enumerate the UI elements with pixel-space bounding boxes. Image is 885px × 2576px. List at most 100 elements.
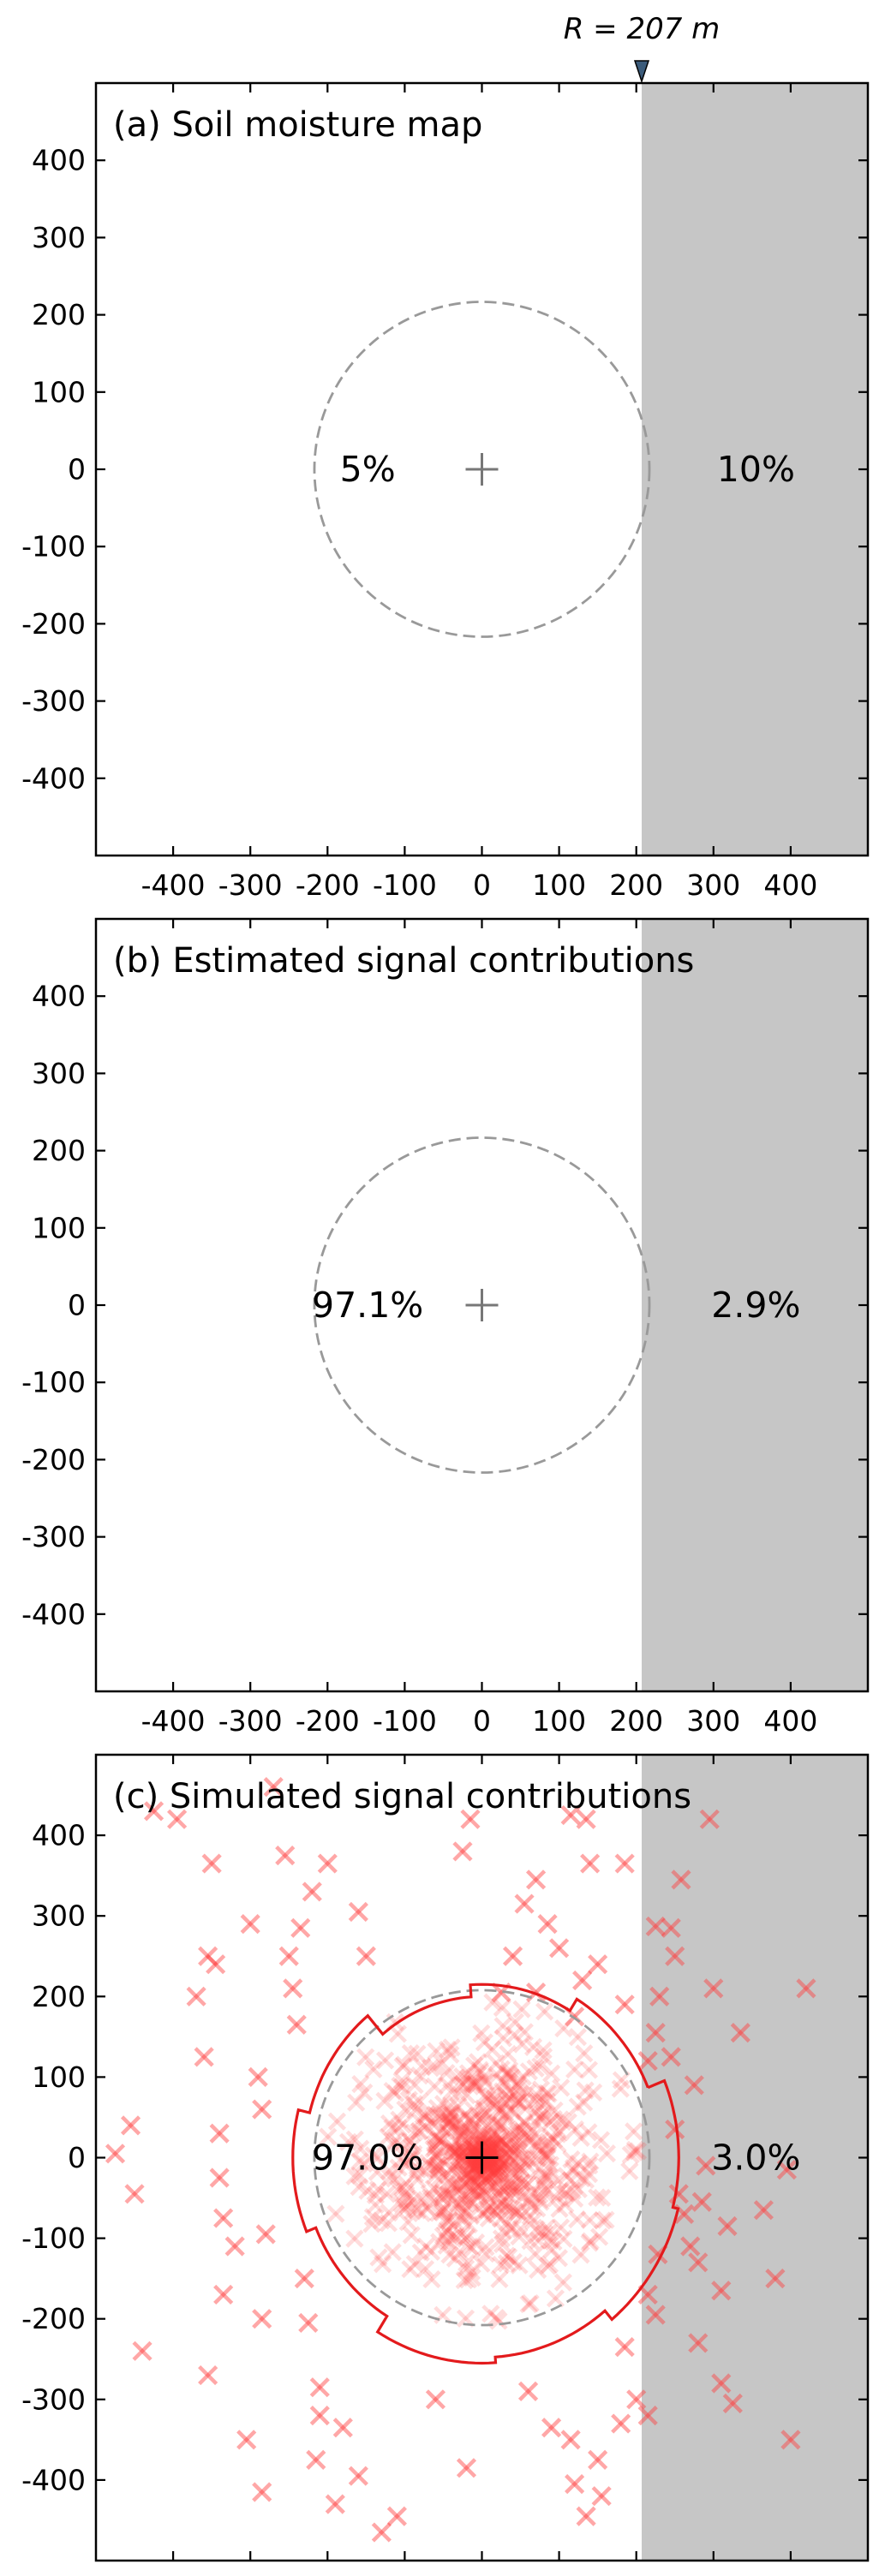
scatter-point-core-stroke-b xyxy=(416,2108,436,2126)
scatter-point-core xyxy=(451,2126,470,2145)
scatter-point-core-stroke-a xyxy=(579,2060,598,2079)
scatter-point-core-stroke-b xyxy=(447,2121,466,2141)
scatter-point-core xyxy=(491,2209,511,2228)
scatter-point-core xyxy=(410,2122,428,2141)
scatter-point-core xyxy=(580,2156,599,2175)
scatter-point-core xyxy=(327,2112,347,2131)
scatter-point-core-stroke-a xyxy=(561,2171,580,2190)
scatter-point-core-stroke-b xyxy=(476,2245,495,2263)
scatter-point-core-stroke-b xyxy=(480,2130,499,2149)
scatter-point-core-stroke-a xyxy=(461,2126,481,2144)
scatter-point-core-stroke-b xyxy=(433,2203,451,2221)
scatter-point-core-stroke-b xyxy=(434,2119,452,2138)
scatter-point-core-stroke-b xyxy=(497,2086,516,2105)
y-tick-label: -100 xyxy=(21,2221,86,2255)
scatter-point-core-stroke-b xyxy=(563,2181,582,2200)
scatter-point-core-stroke-a xyxy=(521,2207,540,2226)
scatter-point-core-stroke-a xyxy=(475,2158,494,2177)
scatter-point-core xyxy=(597,2144,617,2163)
scatter-point-core-stroke-b xyxy=(548,2171,567,2190)
scatter-point-core-stroke-a xyxy=(537,2084,557,2102)
scatter-point-core xyxy=(553,2113,572,2132)
scatter-point-core-stroke-b xyxy=(477,2090,497,2108)
scatter-point-core xyxy=(495,2137,514,2156)
scatter-point-core xyxy=(389,2119,408,2138)
scatter-point-core-stroke-b xyxy=(581,2152,600,2171)
scatter-point-core-stroke-a xyxy=(383,2243,402,2262)
scatter-point-core-stroke-a xyxy=(489,2100,508,2119)
scatter-point-core-stroke-a xyxy=(557,2184,576,2203)
scatter-point-core-stroke-b xyxy=(463,2073,482,2092)
scatter-point-core xyxy=(446,2213,465,2232)
scatter-point-core xyxy=(481,2179,499,2197)
scatter-point-core-stroke-b xyxy=(428,2159,448,2178)
scatter-point-core xyxy=(453,2150,472,2169)
scatter-point-core-stroke-b xyxy=(426,2166,445,2185)
scatter-point-core-stroke-b xyxy=(369,2248,388,2267)
scatter-point-core-stroke-b xyxy=(508,2203,527,2221)
scatter-point-core-stroke-b xyxy=(438,2108,457,2127)
scatter-point-core-stroke-a xyxy=(458,2270,478,2289)
scatter-point-core-stroke-a xyxy=(466,2162,485,2180)
scatter-point-core xyxy=(551,2110,570,2129)
scatter-point-core xyxy=(484,2095,503,2114)
scatter-point-core-stroke-a xyxy=(460,2237,479,2256)
scatter-point-core-stroke-a xyxy=(564,2158,583,2178)
scatter-point-core-stroke-b xyxy=(509,2093,528,2112)
scatter-point-core-stroke-a xyxy=(495,2137,514,2156)
scatter-point-core-stroke-b xyxy=(496,2103,515,2122)
scatter-point-core-stroke-a xyxy=(464,2101,483,2120)
scatter-point-core xyxy=(450,2243,469,2262)
scatter-point-core-stroke-a xyxy=(442,2082,461,2102)
scatter-point-core-stroke-b xyxy=(524,2211,543,2230)
scatter-point-core xyxy=(461,2126,481,2144)
scatter-point-core xyxy=(476,2169,495,2188)
scatter-point-core-stroke-a xyxy=(472,2024,491,2042)
scatter-point-core-stroke-b xyxy=(434,2203,452,2222)
scatter-point-core-stroke-a xyxy=(454,2202,473,2221)
scatter-point-core-stroke-b xyxy=(510,2256,529,2275)
scatter-point-core-stroke-a xyxy=(417,2105,436,2124)
scatter-point-core-stroke-b xyxy=(487,2066,506,2084)
scatter-point-core-stroke-b xyxy=(494,2221,513,2240)
scatter-point-core-stroke-a xyxy=(455,2139,475,2159)
scatter-point-core-stroke-b xyxy=(549,2249,568,2268)
scatter-point-core-stroke-a xyxy=(494,2221,513,2240)
scatter-point-core xyxy=(483,2128,502,2148)
scatter-point-core xyxy=(402,2226,421,2245)
scatter-point-core xyxy=(480,2136,499,2155)
scatter-point-core-stroke-a xyxy=(453,2126,473,2144)
scatter-point-core-stroke-a xyxy=(493,2130,511,2149)
scatter-point-core xyxy=(368,2148,387,2167)
scatter-point-core-stroke-a xyxy=(486,2175,505,2194)
scatter-point-core-stroke-a xyxy=(464,2161,483,2179)
scatter-point-core xyxy=(509,2160,528,2179)
scatter-point-core-stroke-b xyxy=(535,2166,553,2185)
scatter-point-core-stroke-b xyxy=(500,2060,519,2080)
x-tick-label: 300 xyxy=(686,868,740,902)
scatter-point-core xyxy=(434,2183,453,2202)
scatter-point-core-stroke-a xyxy=(535,2166,553,2185)
panel-title: (a) Soil moisture map xyxy=(113,105,482,145)
scatter-point-core-stroke-a xyxy=(491,2255,511,2275)
scatter-point-core xyxy=(470,2110,489,2129)
scatter-point-core xyxy=(621,2145,640,2164)
scatter-point-core xyxy=(476,2182,495,2201)
scatter-point-core-stroke-a xyxy=(404,2144,423,2163)
scatter-point-core-stroke-a xyxy=(437,2063,456,2083)
scatter-point-core-stroke-a xyxy=(576,2170,595,2189)
scatter-point-core xyxy=(445,2119,464,2138)
scatter-point-core-stroke-a xyxy=(487,2066,506,2084)
scatter-point-core xyxy=(362,2215,381,2233)
scatter-point-core xyxy=(499,2081,518,2100)
scatter-point-core-stroke-a xyxy=(518,2174,537,2194)
scatter-point-core xyxy=(487,2095,506,2114)
scatter-point-core xyxy=(458,2134,477,2153)
scatter-point-core-stroke-b xyxy=(458,2270,478,2289)
scatter-point-core-stroke-b xyxy=(473,2113,492,2132)
scatter-point-core-stroke-b xyxy=(512,2035,532,2054)
scatter-point-core xyxy=(416,2259,435,2279)
scatter-point-core-stroke-b xyxy=(485,2090,504,2108)
scatter-point-core-stroke-b xyxy=(474,2205,493,2224)
scatter-point-core-stroke-a xyxy=(443,2161,462,2179)
